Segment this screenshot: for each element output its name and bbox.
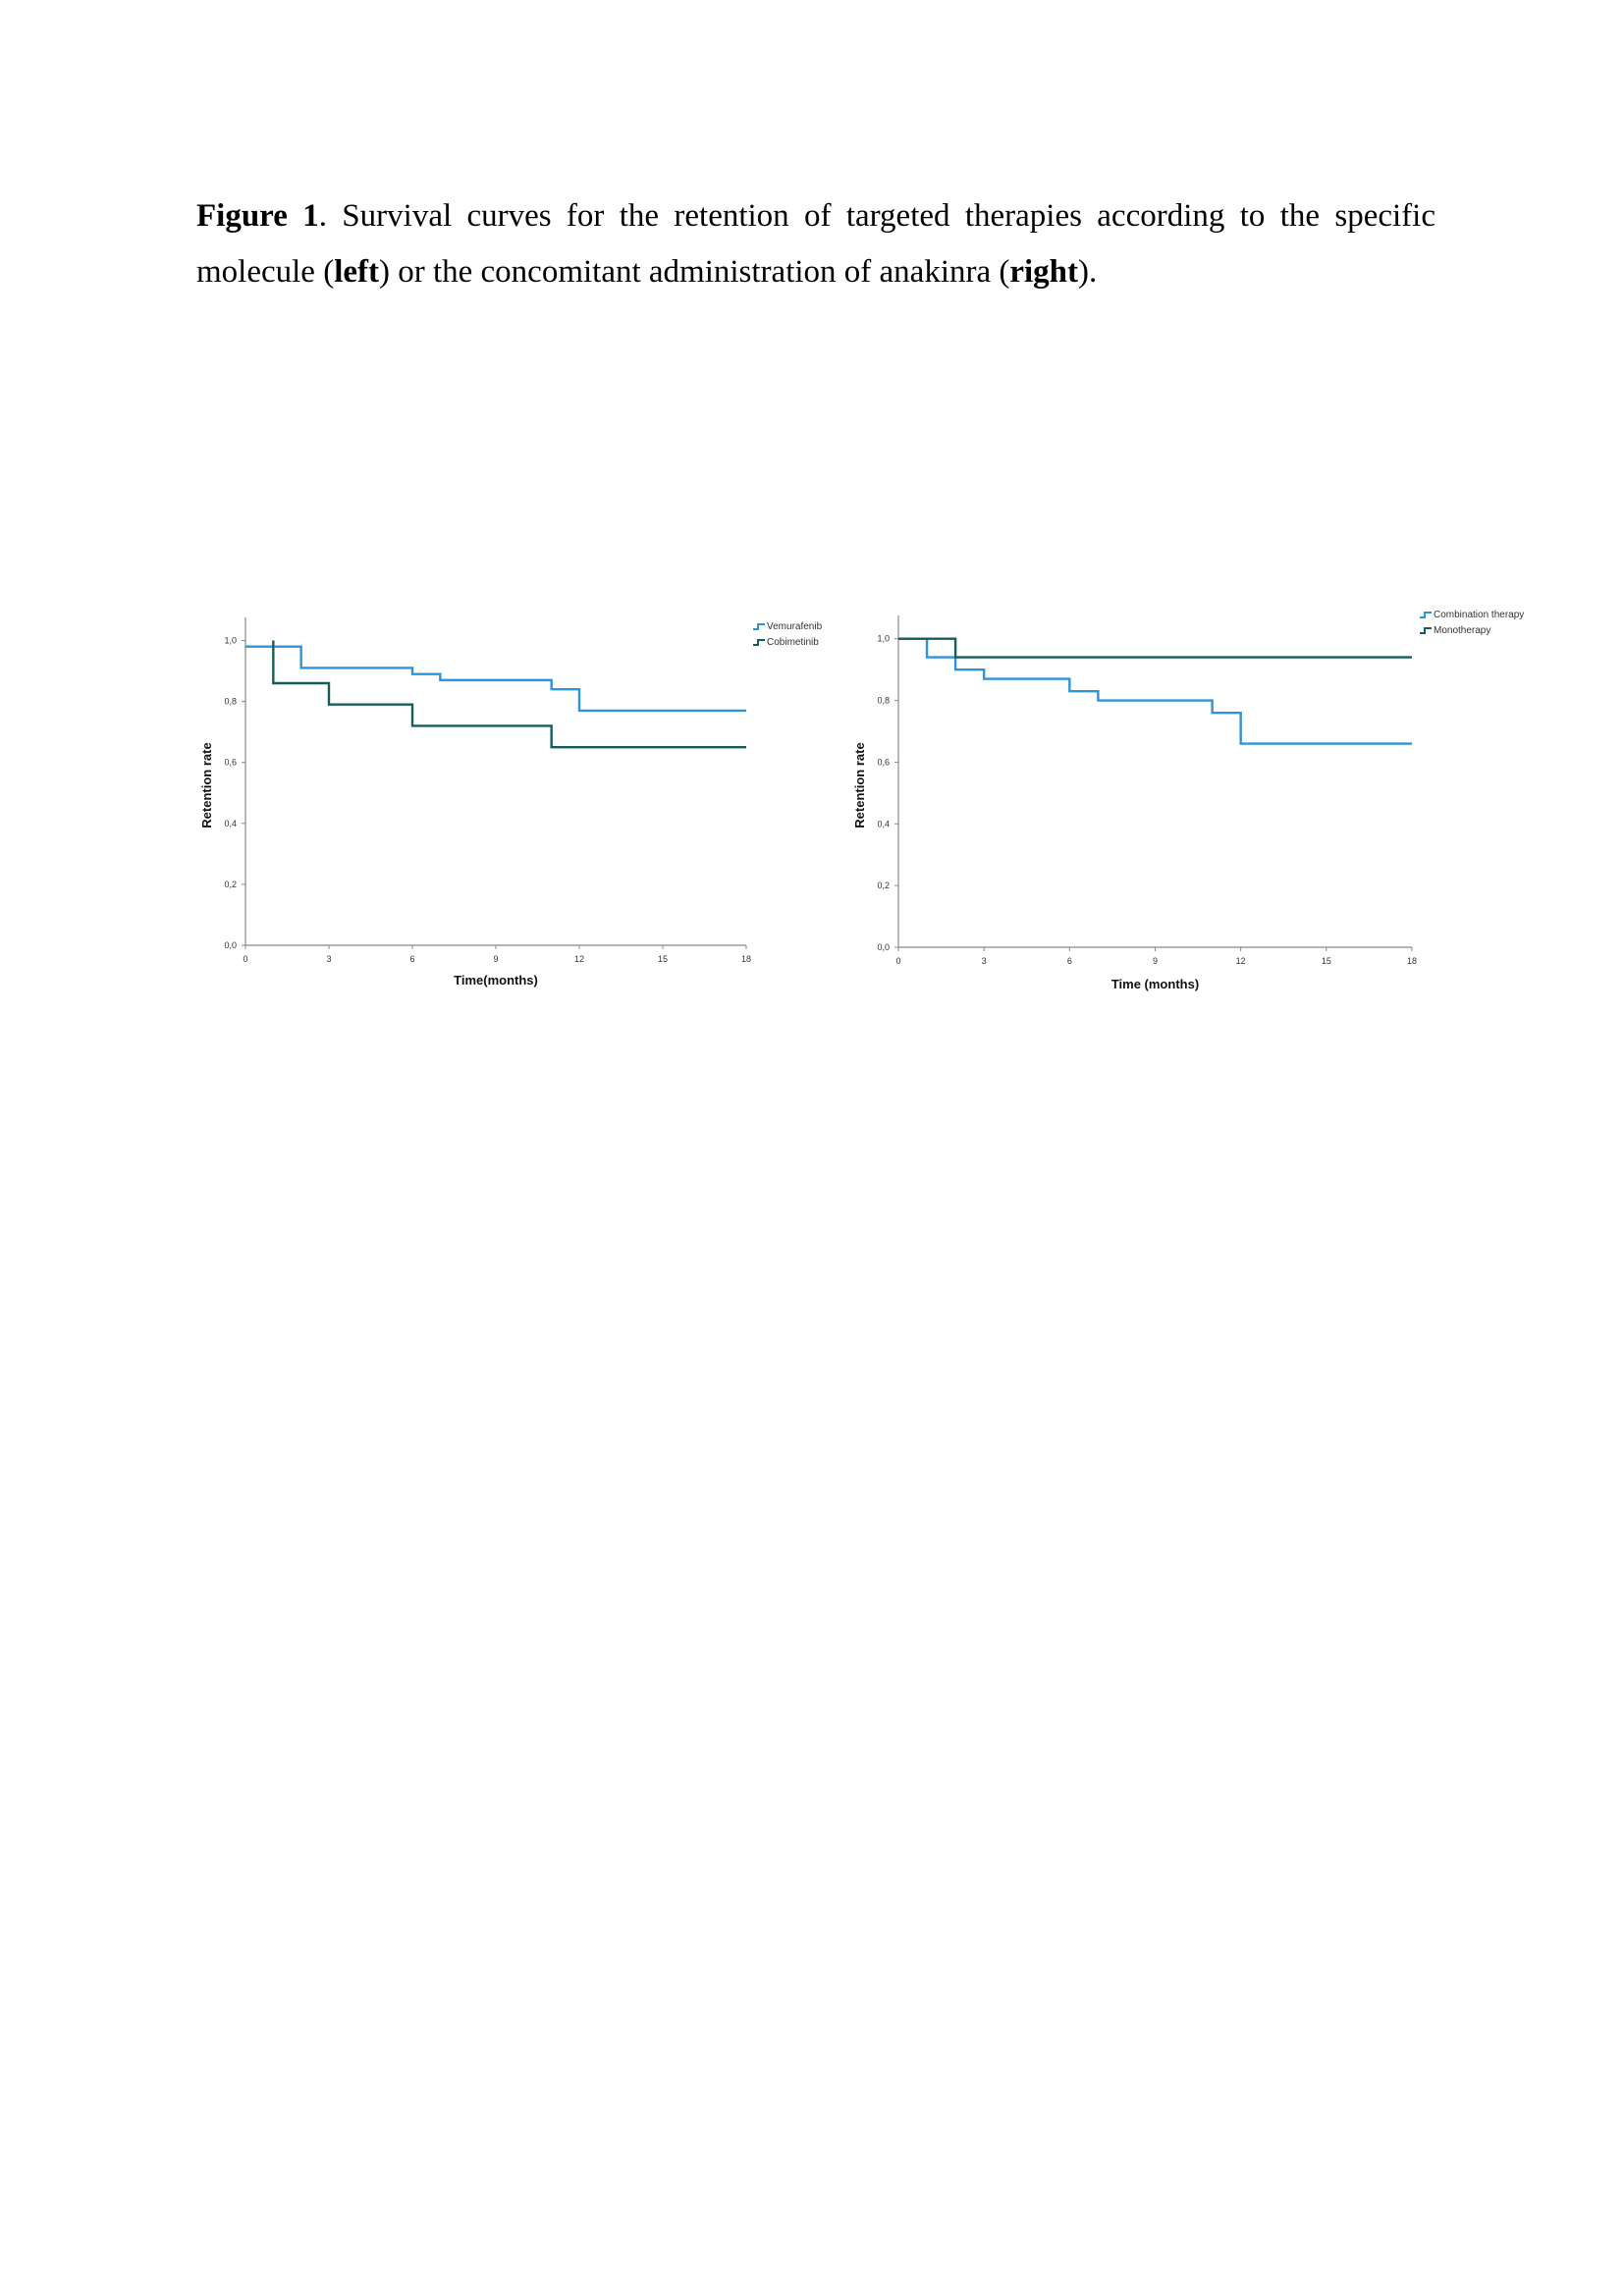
y-axis-label: Retention rate	[199, 742, 214, 828]
x-tick-label: 6	[409, 954, 414, 964]
x-tick-label: 0	[243, 954, 247, 964]
y-tick-label: 0,8	[877, 696, 890, 706]
y-tick-label: 0,8	[224, 697, 237, 707]
caption-text-1: . Survival curves for the retention of t…	[196, 198, 1435, 290]
y-tick-label: 0,4	[877, 819, 890, 828]
y-tick-label: 0,4	[224, 819, 237, 828]
series-line-vemurafenib	[245, 645, 746, 713]
x-tick-label: 15	[658, 954, 668, 964]
x-tick-label: 3	[326, 954, 331, 964]
legend-swatch-monotherapy	[1420, 627, 1432, 634]
legend-label-monotherapy: Monotherapy	[1434, 625, 1490, 636]
x-tick-label: 9	[1153, 956, 1158, 966]
x-tick-label: 18	[741, 954, 751, 964]
figure-label: Figure 1	[196, 198, 319, 234]
y-tick-label: 0,2	[877, 881, 890, 890]
y-axis-label: Retention rate	[852, 742, 867, 828]
caption-text-3: ).	[1078, 254, 1098, 290]
x-tick-label: 12	[1236, 956, 1246, 966]
x-tick-label: 18	[1407, 956, 1417, 966]
x-tick-label: 0	[895, 956, 900, 966]
y-tick-label: 0,2	[224, 880, 237, 889]
y-tick-label: 0,6	[877, 757, 890, 767]
caption-bold-right: right	[1009, 254, 1079, 290]
legend-swatch-combination-therapy	[1420, 612, 1432, 618]
figure-caption: Figure 1. Survival curves for the retent…	[196, 188, 1435, 300]
series-line-combination-therapy	[898, 637, 1412, 745]
right-survival-chart: 0 3 6 9 12 15 18 0,0 0,2 0,4 0,6 0,8 1,0 Time (months…	[852, 610, 1524, 991]
x-tick-label: 3	[982, 956, 987, 966]
series-line-monotherapy	[898, 637, 1412, 659]
caption-text-2: ) or the concomitant administration of a…	[378, 254, 1010, 290]
x-tick-label: 12	[574, 954, 584, 964]
y-tick-label: 1,0	[877, 634, 890, 644]
caption-bold-left: left	[334, 254, 379, 290]
series-line-cobimetinib	[272, 640, 746, 749]
y-tick-label: 0,6	[224, 758, 237, 768]
legend-swatch-vemurafenib	[753, 623, 765, 630]
y-tick-label: 1,0	[224, 636, 237, 646]
x-axis-label: Time(months)	[454, 973, 538, 988]
y-tick-label: 0,0	[224, 940, 237, 950]
x-tick-label: 9	[493, 954, 498, 964]
legend-label-cobimetinib: Cobimetinib	[767, 637, 819, 648]
legend-swatch-cobimetinib	[753, 639, 765, 646]
left-survival-chart: 0 3 6 9 12 15 18 0,0 0,2 0,4 0,6 0,8 1,0 Time(months)…	[199, 617, 823, 988]
x-axis-label: Time (months)	[1111, 977, 1199, 991]
x-tick-label: 6	[1067, 956, 1072, 966]
legend-label-combination-therapy: Combination therapy	[1434, 610, 1524, 620]
y-tick-label: 0,0	[877, 942, 890, 952]
legend-label-vemurafenib: Vemurafenib	[767, 621, 823, 632]
x-tick-label: 15	[1322, 956, 1331, 966]
